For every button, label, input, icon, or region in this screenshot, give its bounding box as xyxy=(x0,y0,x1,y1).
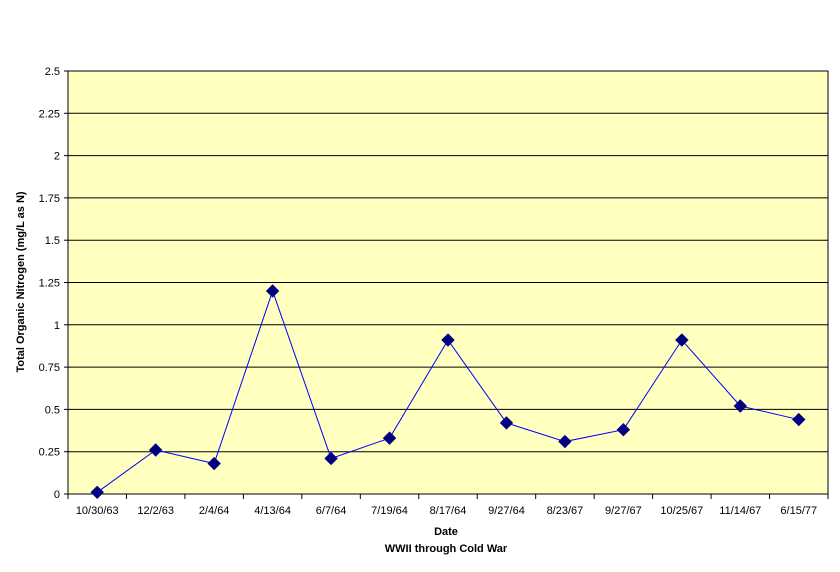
y-tick-label: 2.25 xyxy=(39,108,60,120)
data-point-marker xyxy=(90,485,104,500)
x-axis-subtitle: WWII through Cold War xyxy=(385,543,508,555)
data-point-marker xyxy=(616,422,631,437)
x-tick-label: 4/13/64 xyxy=(254,505,291,517)
y-tick-label: 0.75 xyxy=(39,362,60,374)
x-tick-label: 12/2/63 xyxy=(137,505,174,517)
x-tick-label: 9/27/67 xyxy=(605,505,642,517)
y-tick-label: 1.25 xyxy=(39,278,60,290)
data-point-marker xyxy=(558,434,572,449)
data-point-marker xyxy=(382,431,397,445)
x-tick-label: 10/25/67 xyxy=(660,505,703,517)
x-tick-label: 2/4/64 xyxy=(199,505,230,517)
x-tick-label: 11/14/67 xyxy=(719,505,761,517)
y-axis-ticks: 0 0.25 0.5 0.75 1 1.25 1.5 1.75 2 2.25 2.5 xyxy=(39,66,68,501)
y-tick-label: 2 xyxy=(54,151,60,163)
x-tick-label: 10/30/63 xyxy=(76,505,119,517)
y-axis-title: Total Organic Nitrogen (mg/L as N) xyxy=(15,191,27,372)
data-point-marker xyxy=(733,399,748,413)
data-point-marker xyxy=(675,333,689,347)
x-tick-label: 9/27/64 xyxy=(488,505,525,517)
y-tick-label: 0.5 xyxy=(45,404,60,416)
y-tick-label: 1.75 xyxy=(39,193,60,205)
series-group xyxy=(90,284,806,500)
y-tick-label: 1.5 xyxy=(45,235,60,247)
x-tick-label: 6/15/77 xyxy=(780,505,817,517)
y-tick-label: 0 xyxy=(54,489,60,501)
data-point-marker xyxy=(792,412,806,427)
x-tick-label: 8/17/64 xyxy=(430,505,467,517)
x-tick-label: 7/19/64 xyxy=(371,505,408,517)
data-point-marker xyxy=(499,416,514,430)
x-tick-label: 8/23/67 xyxy=(547,505,584,517)
data-point-marker xyxy=(265,284,280,298)
y-tick-label: 0.25 xyxy=(39,447,60,459)
data-point-marker xyxy=(324,451,338,466)
x-axis-ticks: 10/30/63 12/2/63 2/4/64 4/13/64 6/7/64 7/19/6… xyxy=(67,494,829,517)
y-tick-label: 1 xyxy=(54,320,60,332)
y-tick-label: 2.5 xyxy=(45,66,60,78)
data-point-marker xyxy=(441,333,455,347)
x-tick-label: 6/7/64 xyxy=(316,505,347,517)
data-point-marker xyxy=(207,456,221,471)
gridlines xyxy=(68,112,828,453)
data-point-marker xyxy=(148,443,163,457)
x-axis-title: Date xyxy=(434,526,458,538)
